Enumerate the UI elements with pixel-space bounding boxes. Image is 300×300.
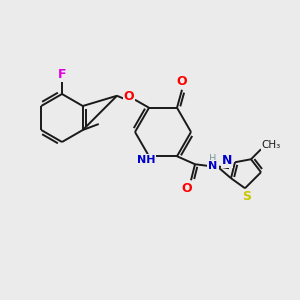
Text: F: F: [58, 68, 66, 80]
Text: S: S: [242, 190, 251, 203]
Text: N: N: [208, 161, 217, 171]
Text: CH₃: CH₃: [261, 140, 280, 150]
Text: N: N: [222, 154, 232, 167]
Text: O: O: [124, 90, 134, 103]
Text: NH: NH: [137, 155, 155, 165]
Text: H: H: [209, 154, 217, 164]
Text: O: O: [182, 182, 192, 195]
Text: O: O: [177, 75, 187, 88]
